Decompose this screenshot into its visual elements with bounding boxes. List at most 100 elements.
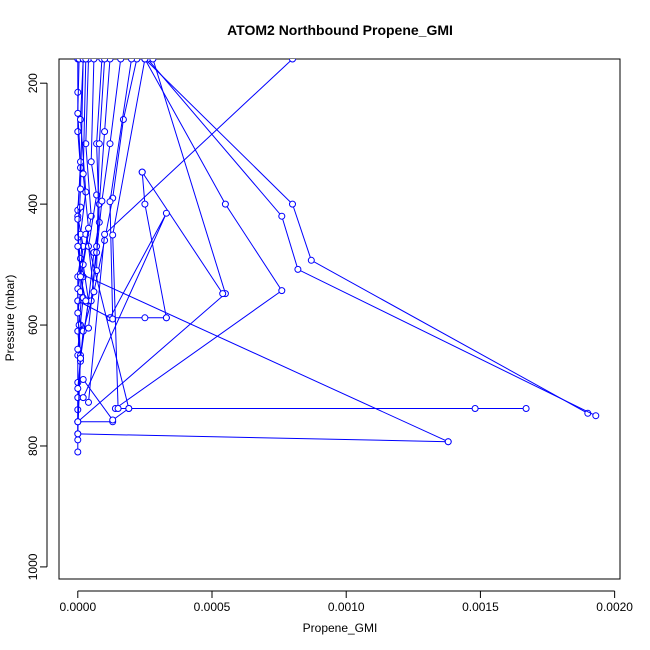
data-point	[87, 158, 95, 166]
series-25	[82, 230, 133, 412]
data-point	[79, 376, 87, 383]
data-point	[221, 200, 229, 208]
data-point	[74, 128, 82, 136]
x-tick-label: 0.0020	[596, 600, 633, 614]
y-tick-label: 200	[26, 73, 40, 93]
data-point	[74, 345, 82, 353]
data-point	[141, 59, 149, 63]
series-19	[74, 59, 135, 323]
data-point	[149, 59, 157, 63]
y-tick-label: 800	[26, 436, 40, 456]
data-point	[74, 436, 82, 444]
data-point	[106, 140, 114, 148]
data-point	[85, 398, 92, 406]
series-11	[141, 59, 592, 417]
data-point	[77, 354, 84, 362]
data-point	[117, 59, 125, 63]
data-point	[133, 59, 141, 63]
x-tick-label: 0.0005	[194, 600, 231, 614]
data-point	[74, 242, 82, 250]
data-point	[278, 212, 286, 220]
series-28	[77, 59, 92, 305]
data-point	[109, 416, 117, 424]
data-point	[125, 405, 133, 412]
data-point	[90, 288, 98, 296]
y-tick-label: 600	[26, 315, 40, 335]
series-line	[144, 59, 589, 414]
data-point	[114, 405, 122, 412]
series-line	[85, 234, 130, 409]
data-point	[162, 209, 170, 217]
data-point	[77, 185, 84, 193]
y-axis-label: Pressure (mbar)	[3, 275, 17, 362]
y-tick-label: 400	[26, 194, 40, 214]
series-line	[93, 59, 138, 292]
series-8	[90, 59, 141, 296]
data-point	[289, 59, 296, 63]
data-point	[471, 405, 479, 412]
data-point	[74, 215, 82, 223]
data-point	[77, 273, 84, 281]
series-7	[85, 59, 125, 332]
data-point	[77, 203, 84, 211]
series-27	[74, 59, 87, 353]
x-tick-label: 0.0000	[59, 600, 96, 614]
y-axis: 200 400 600 800 1000	[26, 73, 48, 580]
data-point	[74, 430, 82, 438]
series-line	[77, 433, 449, 443]
series-13	[111, 59, 286, 412]
series-21	[74, 430, 452, 446]
series-22	[77, 270, 452, 446]
chart-title: ATOM2 Northbound Propene_GMI	[227, 22, 453, 38]
data-point	[98, 197, 106, 205]
data-point	[77, 116, 84, 123]
x-tick-label: 0.0010	[328, 600, 365, 614]
series-16	[138, 168, 227, 298]
data-point	[74, 109, 82, 117]
series-line	[112, 59, 527, 409]
series-line	[77, 59, 132, 320]
data-point	[101, 128, 109, 136]
data-point	[85, 324, 92, 332]
series-line	[141, 171, 224, 294]
data-point	[82, 59, 90, 63]
series-line	[147, 59, 597, 417]
series-line	[80, 273, 449, 443]
data-point	[95, 140, 103, 148]
data-point	[128, 59, 135, 63]
series-12	[144, 59, 600, 420]
y-tick-label: 1000	[26, 553, 40, 580]
data-point	[592, 412, 600, 420]
data-point	[294, 265, 302, 273]
series-layer	[74, 59, 600, 456]
data-point	[444, 438, 452, 446]
data-point	[74, 309, 82, 317]
data-point	[101, 59, 109, 63]
data-point	[289, 200, 296, 208]
series-line	[80, 59, 103, 359]
series-15	[138, 168, 170, 322]
x-axis-label: Propene_GMI	[303, 621, 378, 635]
series-line	[88, 59, 293, 403]
data-point	[119, 116, 127, 123]
data-point	[106, 198, 114, 206]
data-point	[219, 290, 227, 298]
data-point	[77, 158, 84, 166]
series-18	[106, 314, 170, 322]
data-point	[138, 168, 146, 176]
x-tick-label: 0.0015	[462, 600, 499, 614]
data-point	[278, 287, 286, 295]
data-point	[79, 170, 87, 178]
data-point	[79, 394, 87, 402]
series-line	[115, 59, 283, 409]
data-point	[74, 385, 82, 392]
data-point	[90, 59, 98, 63]
data-point	[307, 256, 315, 264]
x-axis: 0.0000 0.0005 0.0010 0.0015 0.0020	[59, 590, 633, 614]
series-9	[93, 59, 109, 275]
data-point	[106, 59, 114, 63]
data-point	[109, 231, 117, 239]
series-20	[109, 59, 530, 412]
series-line	[141, 172, 167, 318]
series-17	[79, 209, 170, 402]
